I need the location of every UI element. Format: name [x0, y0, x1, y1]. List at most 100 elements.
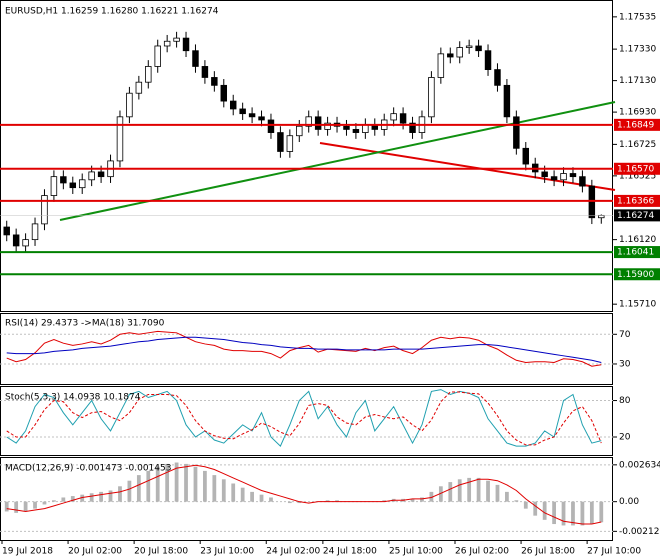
histogram-bar [99, 491, 103, 502]
histogram-bar [580, 501, 585, 526]
price-label-box [614, 162, 660, 175]
histogram-bar [80, 494, 85, 502]
price-label: 1.16570 [617, 164, 654, 174]
candle-body [182, 37, 190, 52]
histogram-bar [155, 466, 160, 502]
candle-body [314, 116, 322, 130]
histogram-bar [382, 500, 387, 502]
candle-body [229, 100, 237, 110]
candle-body [503, 84, 511, 118]
candle-body [78, 179, 86, 189]
signal-line [6, 464, 602, 525]
histogram-bar [52, 500, 56, 502]
histogram-bar [495, 484, 500, 502]
histogram-bar [599, 501, 604, 523]
y-tick-label: 1.15710 [619, 300, 656, 310]
y-tick-label: 20 [619, 432, 631, 442]
trendline [319, 142, 616, 191]
x-tick-label: 24 Jul 02:00 [266, 547, 320, 557]
y-tick-label: 1.16725 [619, 140, 656, 150]
histogram-bar [448, 482, 453, 502]
x-tick-label: 27 Jul 10:00 [587, 547, 641, 557]
histogram-bar [589, 501, 594, 525]
histogram-bar [231, 483, 236, 502]
candle-body [258, 116, 265, 121]
histogram-bar [561, 501, 566, 526]
y-tick-label: 1.16930 [619, 108, 656, 118]
candle-body [277, 132, 284, 152]
x-tick-label: 23 Jul 10:00 [200, 547, 254, 557]
indicator-line [6, 336, 602, 363]
price-label-box [614, 209, 660, 222]
candle-body [465, 45, 473, 48]
candle-body [173, 37, 180, 42]
candle-body [456, 47, 463, 58]
candle-body [550, 176, 558, 181]
histogram-bar [108, 490, 113, 502]
histogram-bar [165, 463, 170, 502]
x-tick-label: 26 Jul 18:00 [521, 547, 575, 557]
y-tick-label: 1.17130 [619, 76, 656, 86]
histogram-bar [118, 486, 122, 502]
y-tick-label: 1.17330 [619, 45, 656, 55]
candle-body [541, 171, 548, 178]
candle-body [88, 171, 95, 181]
histogram-bar [514, 500, 519, 502]
histogram-bar [146, 470, 151, 502]
histogram-bar [70, 496, 75, 502]
y-tick-label: 80 [619, 396, 631, 406]
histogram-bar [259, 494, 264, 502]
histogram-bar [203, 470, 207, 502]
histogram-bar [250, 491, 254, 502]
indicator-line [6, 391, 602, 446]
histogram-bar [240, 487, 245, 502]
histogram-bar [533, 501, 538, 516]
pane-title: RSI(14) 29.4373 ->MA(18) 31.7090 [5, 319, 165, 329]
candle-body [248, 113, 256, 118]
indicator-line [6, 389, 602, 447]
candle-body [409, 122, 416, 133]
histogram-bar [542, 501, 547, 520]
candle-body [437, 53, 445, 78]
candle-body [145, 66, 152, 83]
candle-body [220, 84, 228, 102]
price-label-box [614, 246, 660, 259]
candle-body [163, 40, 171, 47]
candle-body [362, 124, 369, 133]
price-label: 1.16041 [617, 248, 654, 258]
candle-body [579, 176, 586, 187]
histogram-bar [61, 497, 66, 502]
candle-body [50, 176, 58, 196]
candle-body [192, 50, 199, 67]
candle-body [447, 53, 454, 58]
x-tick-label: 20 Jul 18:00 [134, 547, 188, 557]
x-tick-label: 25 Jul 10:00 [389, 547, 443, 557]
candle-body [484, 50, 492, 70]
candle-body [116, 116, 124, 162]
histogram-bar [429, 491, 434, 502]
histogram-bar [269, 497, 273, 502]
candle-body [324, 122, 331, 130]
candle-body [126, 92, 133, 118]
histogram-bar [335, 500, 339, 502]
candle-body [135, 81, 143, 94]
histogram-bar [4, 501, 9, 512]
x-tick-label: 20 Jul 02:00 [68, 547, 122, 557]
candle-body [428, 77, 435, 118]
candle-body [239, 108, 246, 115]
candle-body [286, 135, 294, 152]
y-tick-label: 30 [619, 359, 631, 369]
candle-body [296, 125, 303, 137]
y-tick-label: 1.17535 [619, 12, 656, 22]
candle-body [31, 223, 39, 241]
y-tick-label: 70 [619, 330, 631, 340]
candle-body [211, 77, 218, 86]
y-tick-label: 1.16525 [619, 171, 656, 181]
histogram-bar [325, 500, 330, 502]
y-tick-label: 0.00 [619, 497, 639, 507]
rsi-pane [0, 313, 613, 385]
candle-body [154, 45, 161, 67]
candle-body [494, 69, 501, 86]
candle-body [343, 125, 350, 130]
